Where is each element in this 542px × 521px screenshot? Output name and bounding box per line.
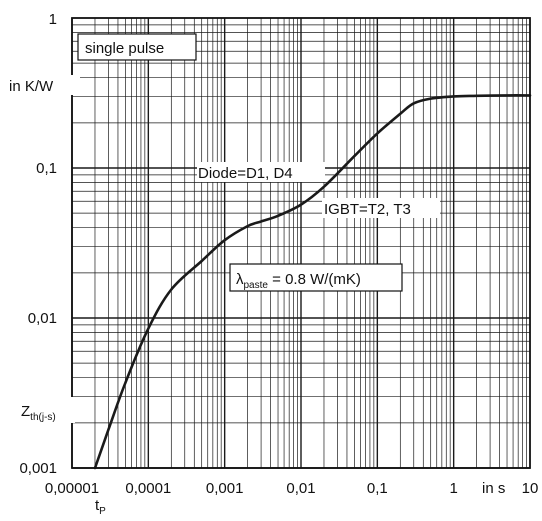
x-axis-unit: in s xyxy=(482,480,505,497)
y-tick-label: 0,001 xyxy=(19,460,57,477)
x-tick-label: 0,0001 xyxy=(125,480,171,497)
x-tick-label: 0,1 xyxy=(367,480,388,497)
y-axis-unit: in K/W xyxy=(9,78,54,95)
grid xyxy=(72,18,530,468)
x-tick-label: 0,001 xyxy=(206,480,244,497)
x-tick-label: 10 xyxy=(522,480,539,497)
y-tick-label: 1 xyxy=(49,11,57,28)
x-tick-label: 0,00001 xyxy=(45,480,99,497)
x-tick-label: 0,01 xyxy=(286,480,315,497)
tick-labels: 0,00001 0,0001 0,001 0,01 0,1 1 10 0,001 0,01 0,1… xyxy=(19,11,538,497)
single-pulse-label: single pulse xyxy=(85,40,164,57)
diode-label: Diode=D1, D4 xyxy=(198,165,293,182)
y-tick-label: 0,01 xyxy=(28,310,57,327)
y-tick-label: 0,1 xyxy=(36,160,57,177)
x-axis-label: tP xyxy=(95,497,106,517)
igbt-label: IGBT=T2, T3 xyxy=(324,201,411,218)
x-tick-label: 1 xyxy=(449,480,457,497)
